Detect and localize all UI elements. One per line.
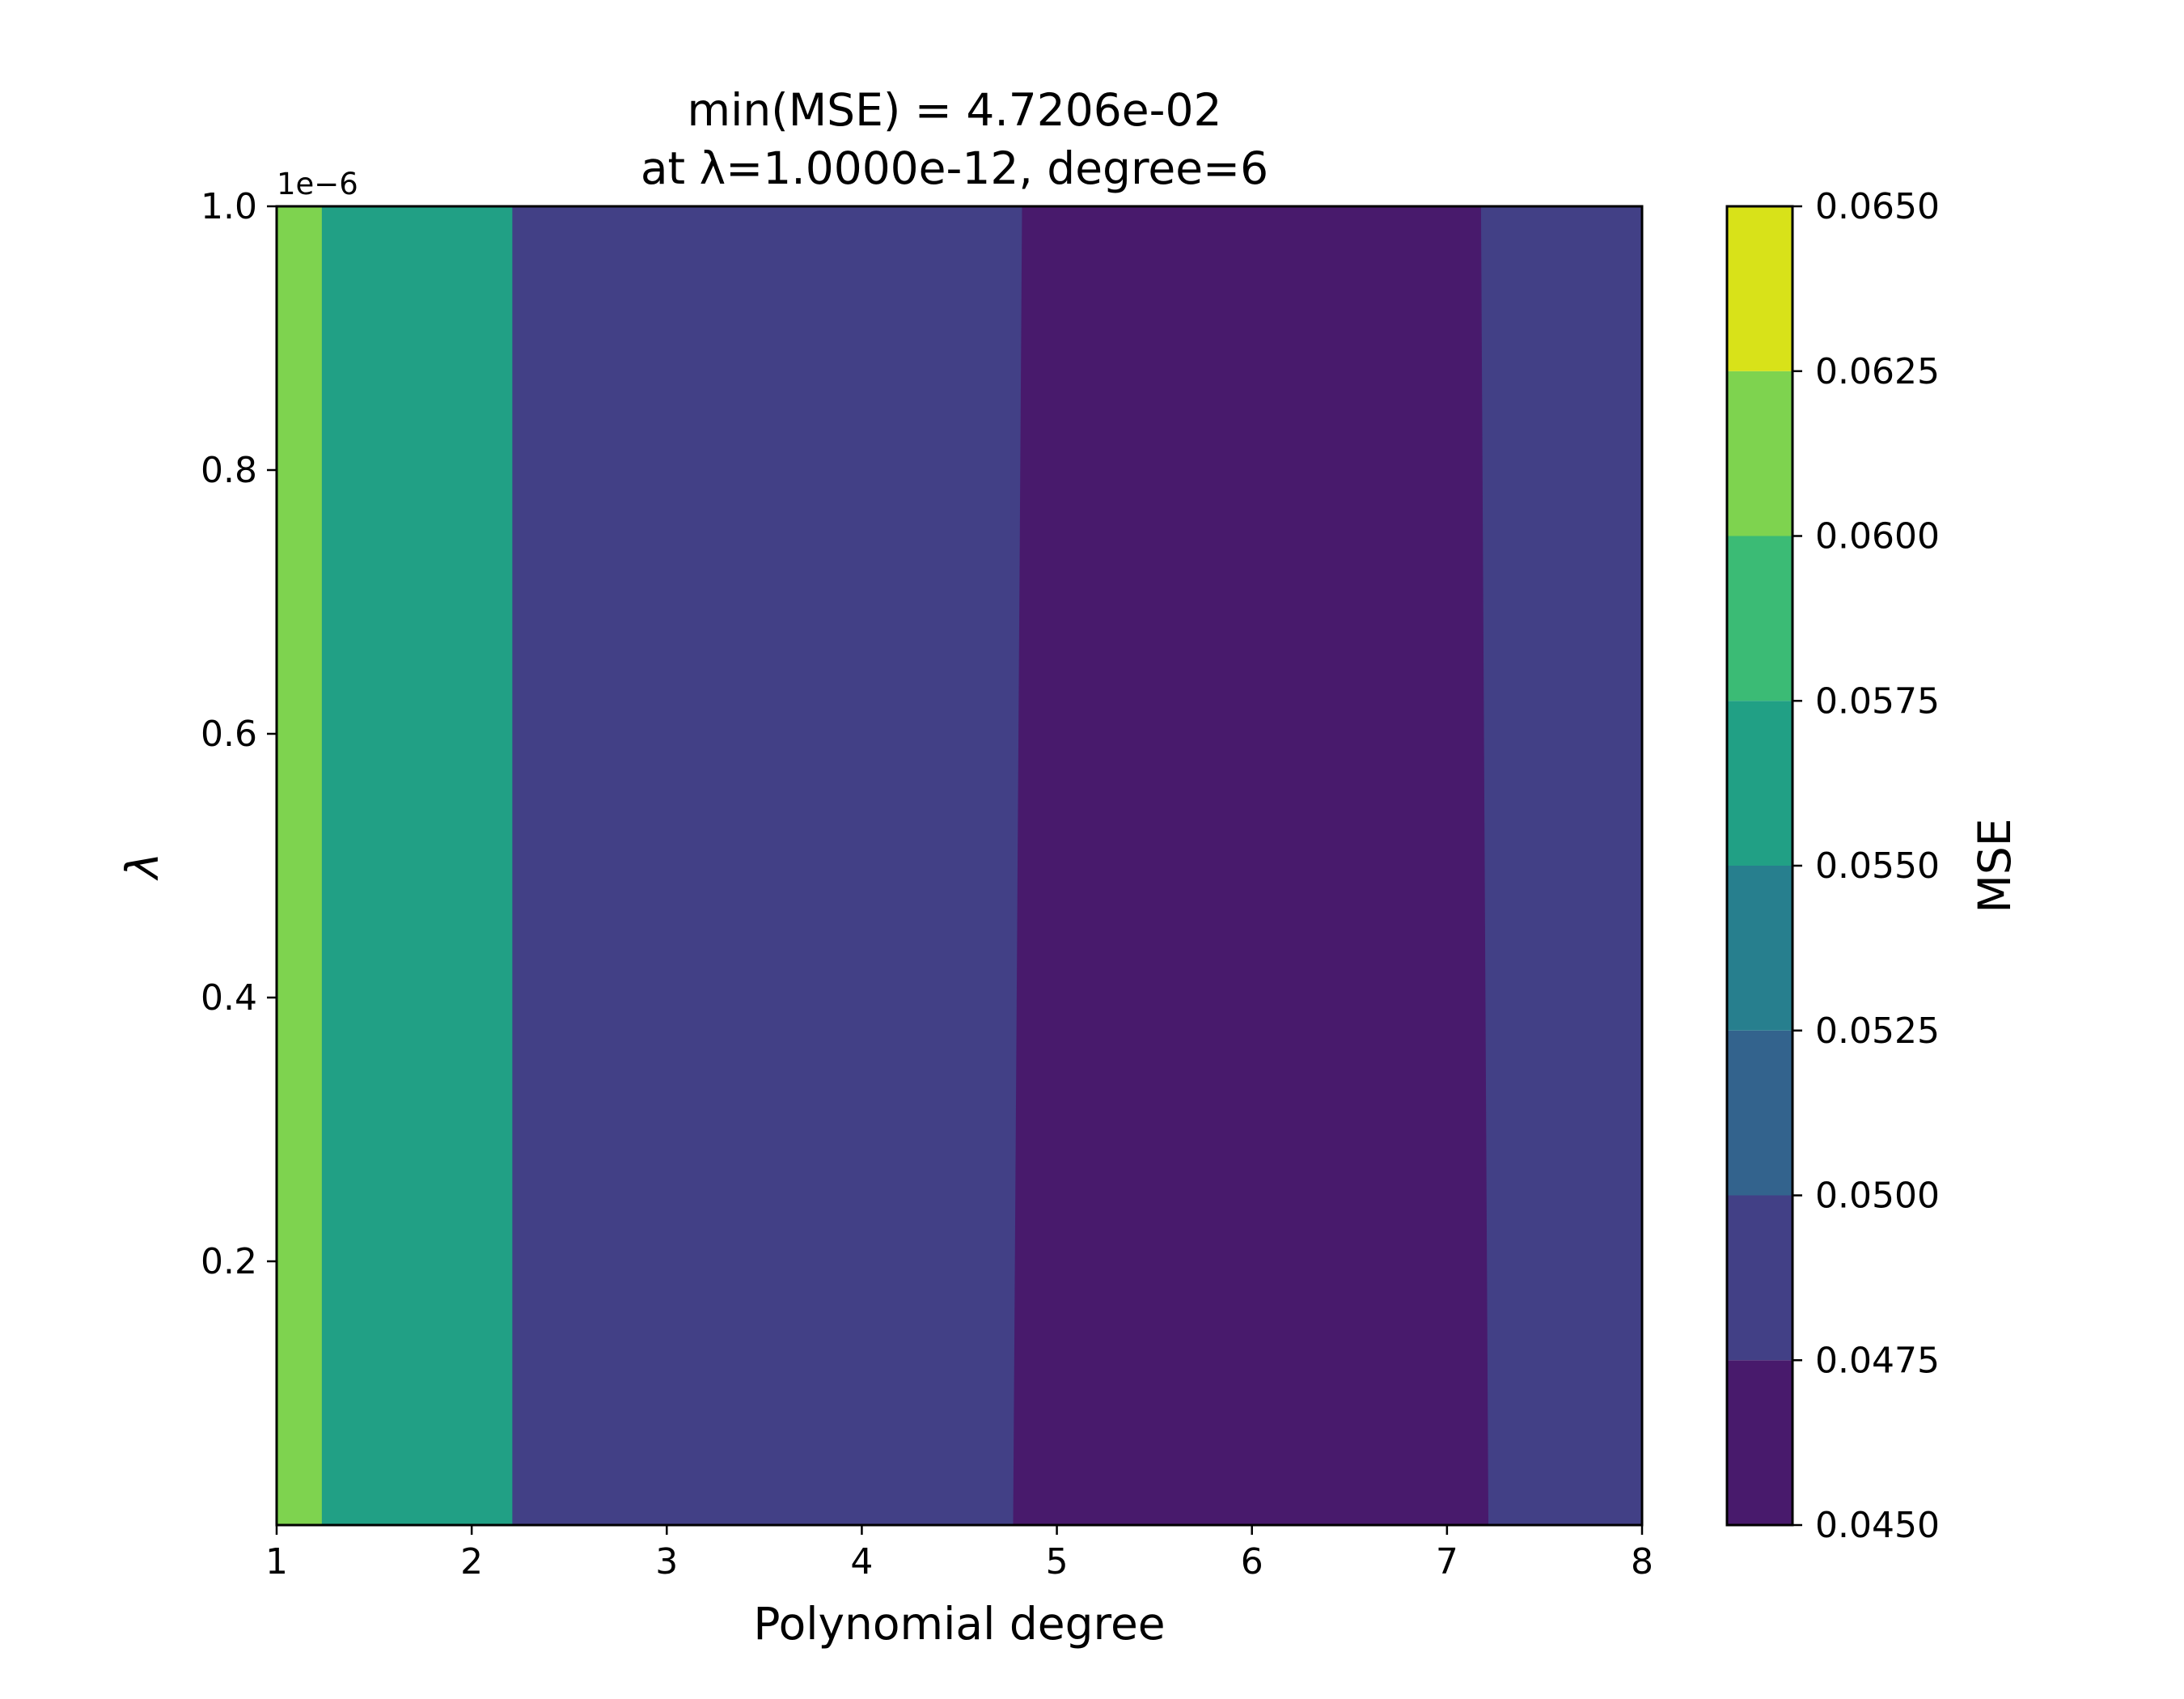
colorbar: 0.0450 0.0475 0.0500 0.0525 0.0550 0.0575 0.06… xyxy=(1725,186,2021,1546)
colorbar-cell xyxy=(1727,536,1792,701)
contour-bands xyxy=(276,205,1643,1526)
colorbar-cell xyxy=(1727,371,1792,536)
x-tick-label: 8 xyxy=(1631,1541,1653,1582)
colorbar-cell xyxy=(1727,1030,1792,1196)
x-tick-label: 6 xyxy=(1241,1541,1263,1582)
colorbar-cell xyxy=(1727,1360,1792,1525)
colorbar-tick-label: 0.0525 xyxy=(1815,1011,1940,1052)
colorbar-cell xyxy=(1727,1195,1792,1361)
x-tick-label: 1 xyxy=(265,1541,288,1582)
colorbar-label: MSE xyxy=(1969,818,2021,913)
x-tick-label: 3 xyxy=(655,1541,678,1582)
contour-band xyxy=(512,205,1023,1526)
contour-band xyxy=(1480,205,1643,1526)
x-axis-label: Polynomial degree xyxy=(753,1598,1165,1650)
colorbar-cell xyxy=(1727,866,1792,1031)
colorbar-tick-label: 0.0650 xyxy=(1815,186,1940,227)
plot-area xyxy=(275,205,1644,1527)
plot-frame xyxy=(275,205,1644,1527)
y-axis-ticks: 0.2 0.4 0.6 0.8 1.0 xyxy=(201,186,277,1282)
colorbar-tick-label: 0.0450 xyxy=(1815,1505,1940,1546)
chart-title-line-2: at λ=1.0000e-12, degree=6 xyxy=(641,142,1268,194)
x-tick-label: 2 xyxy=(460,1541,483,1582)
y-offset-label: 1e−6 xyxy=(277,167,358,201)
y-tick-label: 0.6 xyxy=(201,714,257,755)
colorbar-tick-label: 0.0500 xyxy=(1815,1176,1940,1217)
colorbar-cell xyxy=(1727,206,1792,371)
colorbar-cell xyxy=(1727,701,1792,866)
y-tick-label: 0.4 xyxy=(201,977,257,1019)
colorbar-tick-label: 0.0550 xyxy=(1815,845,1940,887)
x-axis-ticks: 1 2 3 4 5 6 7 8 xyxy=(265,1525,1653,1582)
colorbar-cells xyxy=(1727,206,1792,1525)
colorbar-tick-label: 0.0600 xyxy=(1815,516,1940,557)
y-tick-label: 0.2 xyxy=(201,1241,257,1282)
x-tick-label: 4 xyxy=(850,1541,873,1582)
colorbar-ticks: 0.0450 0.0475 0.0500 0.0525 0.0550 0.0575 0.06… xyxy=(1792,186,1940,1546)
x-tick-label: 7 xyxy=(1436,1541,1458,1582)
y-tick-label: 0.8 xyxy=(201,450,257,491)
x-tick-label: 5 xyxy=(1046,1541,1069,1582)
colorbar-tick-label: 0.0575 xyxy=(1815,680,1940,722)
colorbar-tick-label: 0.0475 xyxy=(1815,1340,1940,1381)
y-tick-label: 1.0 xyxy=(201,186,257,227)
colorbar-tick-label: 0.0625 xyxy=(1815,351,1940,392)
chart-title-line-1: min(MSE) = 4.7206e-02 xyxy=(688,84,1222,136)
contour-band xyxy=(1013,205,1490,1526)
y-axis-label: λ xyxy=(116,853,168,882)
